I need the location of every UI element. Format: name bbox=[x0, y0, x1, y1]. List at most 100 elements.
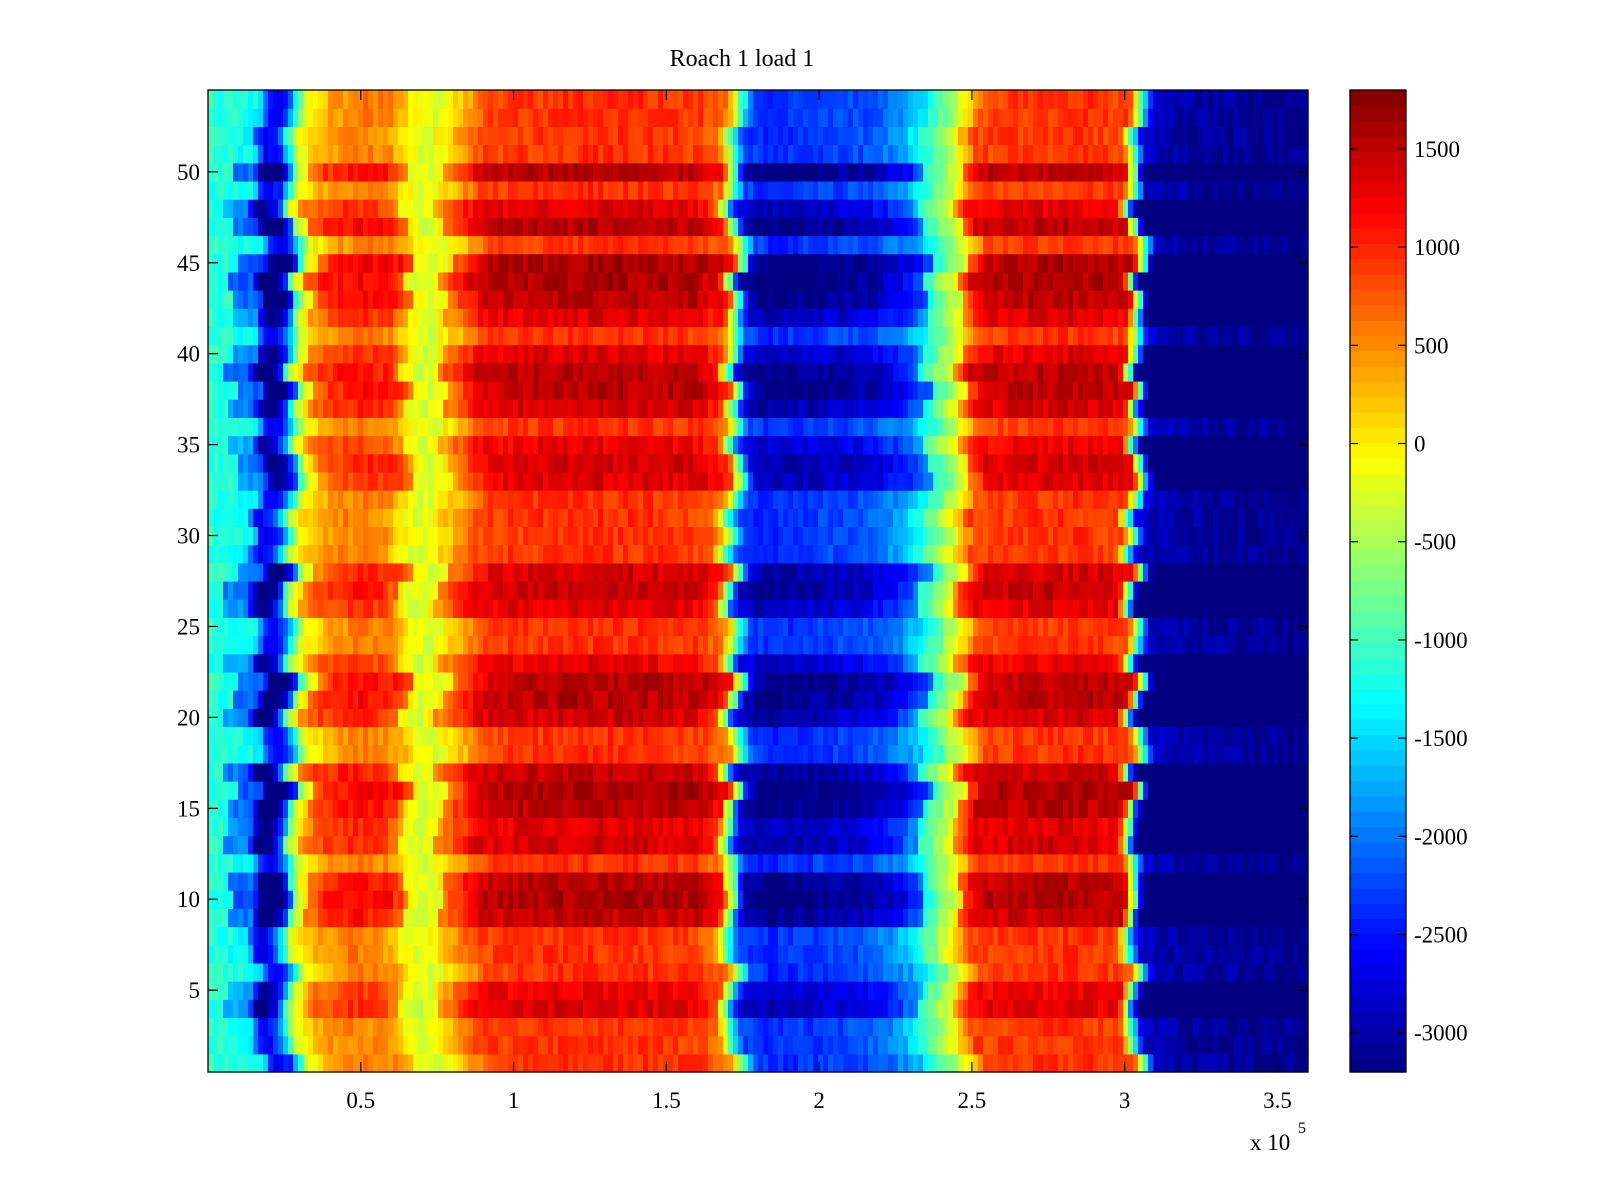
heatmap-cell bbox=[1103, 708, 1109, 728]
heatmap-cell bbox=[733, 981, 739, 1000]
heatmap-cell bbox=[783, 1035, 789, 1055]
heatmap-cell bbox=[218, 671, 224, 691]
heatmap-cell bbox=[278, 890, 284, 909]
heatmap-cell bbox=[1153, 1053, 1159, 1073]
heatmap-cell bbox=[728, 908, 734, 928]
heatmap-cell bbox=[848, 653, 854, 673]
heatmap-cell bbox=[743, 981, 749, 1000]
heatmap-cell bbox=[1153, 853, 1159, 873]
heatmap-cell bbox=[1253, 908, 1259, 928]
heatmap-cell bbox=[378, 835, 384, 855]
heatmap-cell bbox=[1163, 853, 1169, 873]
heatmap-cell bbox=[1058, 926, 1064, 946]
heatmap-cell bbox=[1123, 1053, 1129, 1073]
heatmap-cell bbox=[503, 1017, 509, 1037]
heatmap-cell bbox=[1048, 926, 1054, 946]
heatmap-cell bbox=[538, 1035, 544, 1055]
heatmap-cell bbox=[518, 853, 524, 873]
heatmap-cell bbox=[1228, 853, 1234, 873]
heatmap-cell bbox=[628, 799, 634, 819]
heatmap-cell bbox=[823, 908, 829, 928]
heatmap-cell bbox=[763, 962, 769, 982]
heatmap-cell bbox=[693, 653, 699, 673]
heatmap-cell bbox=[453, 944, 459, 964]
heatmap-cell bbox=[443, 744, 449, 764]
heatmap-cell bbox=[1168, 671, 1174, 691]
heatmap-cell bbox=[623, 653, 629, 673]
heatmap-cell bbox=[1018, 708, 1024, 728]
heatmap-cell bbox=[418, 817, 424, 837]
heatmap-cell bbox=[1013, 690, 1019, 709]
heatmap-cell bbox=[483, 999, 489, 1019]
heatmap-cell bbox=[618, 708, 624, 728]
heatmap-cell bbox=[853, 781, 859, 800]
heatmap-cell bbox=[1063, 1035, 1069, 1055]
heatmap-cell bbox=[378, 908, 384, 928]
heatmap-cell bbox=[1178, 744, 1184, 764]
heatmap-cell bbox=[1023, 853, 1029, 873]
heatmap-cell bbox=[398, 799, 404, 819]
heatmap-cell bbox=[833, 981, 839, 1000]
heatmap-cell bbox=[673, 708, 679, 728]
heatmap-cell bbox=[758, 908, 764, 928]
heatmap-cell bbox=[683, 744, 689, 764]
heatmap-cell bbox=[408, 871, 414, 891]
heatmap-cell bbox=[473, 762, 479, 782]
heatmap-cell bbox=[983, 708, 989, 728]
heatmap-cell bbox=[893, 926, 899, 946]
heatmap-cell bbox=[653, 708, 659, 728]
heatmap-cell bbox=[683, 1035, 689, 1055]
heatmap-cell bbox=[718, 926, 724, 946]
heatmap-cell bbox=[903, 926, 909, 946]
heatmap-cell bbox=[498, 708, 504, 728]
heatmap-cell bbox=[603, 726, 609, 746]
heatmap-cell bbox=[928, 671, 934, 691]
heatmap-cell bbox=[1083, 781, 1089, 800]
heatmap-cell bbox=[468, 744, 474, 764]
heatmap-cell bbox=[1003, 671, 1009, 691]
heatmap-cell bbox=[618, 1017, 624, 1037]
heatmap-cell bbox=[1203, 744, 1209, 764]
heatmap-cell bbox=[968, 762, 974, 782]
heatmap-cell bbox=[403, 926, 409, 946]
heatmap-cell bbox=[818, 908, 824, 928]
heatmap-cell bbox=[763, 1035, 769, 1055]
heatmap-cell bbox=[1068, 1017, 1074, 1037]
heatmap-cell bbox=[268, 690, 274, 709]
heatmap-cell bbox=[933, 726, 939, 746]
heatmap-cell bbox=[708, 944, 714, 964]
heatmap-cell bbox=[768, 1053, 774, 1073]
heatmap-cell bbox=[233, 708, 239, 728]
heatmap-cell bbox=[228, 744, 234, 764]
heatmap-cell bbox=[488, 1053, 494, 1073]
heatmap-cell bbox=[773, 671, 779, 691]
heatmap-cell bbox=[818, 890, 824, 909]
heatmap-cell bbox=[1168, 908, 1174, 928]
heatmap-cell bbox=[753, 871, 759, 891]
heatmap-cell bbox=[248, 853, 254, 873]
heatmap-cell bbox=[358, 962, 364, 982]
heatmap-cell bbox=[473, 835, 479, 855]
heatmap-cell bbox=[893, 726, 899, 746]
heatmap-cell bbox=[1023, 817, 1029, 837]
heatmap-cell bbox=[293, 1017, 299, 1037]
heatmap-cell bbox=[328, 908, 334, 928]
heatmap-cell bbox=[1223, 817, 1229, 837]
heatmap-cell bbox=[1073, 999, 1079, 1019]
heatmap-cell bbox=[763, 799, 769, 819]
heatmap-cell bbox=[418, 781, 424, 800]
heatmap-cell bbox=[1053, 908, 1059, 928]
heatmap-cell bbox=[1278, 671, 1284, 691]
heatmap-cell bbox=[273, 944, 279, 964]
heatmap-cell bbox=[338, 944, 344, 964]
heatmap-cell bbox=[788, 671, 794, 691]
heatmap-cell bbox=[418, 890, 424, 909]
heatmap-cell bbox=[248, 835, 254, 855]
heatmap-cell bbox=[648, 981, 654, 1000]
heatmap-cell bbox=[1148, 962, 1154, 982]
heatmap-cell bbox=[853, 853, 859, 873]
heatmap-cell bbox=[803, 871, 809, 891]
heatmap-cell bbox=[1143, 890, 1149, 909]
heatmap-cell bbox=[843, 908, 849, 928]
heatmap-cell bbox=[218, 835, 224, 855]
